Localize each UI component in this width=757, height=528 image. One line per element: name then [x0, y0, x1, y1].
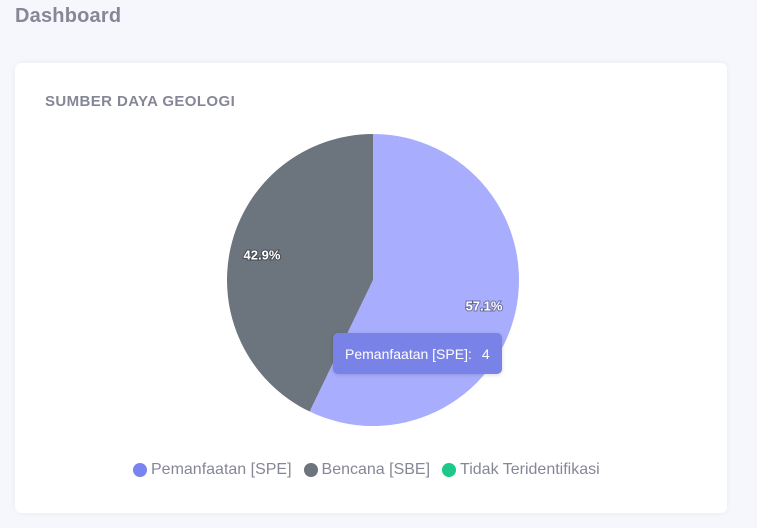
legend-item-unidentified[interactable]: Tidak Teridentifikasi — [442, 461, 600, 479]
legend-item-sbe[interactable]: Bencana [SBE] — [303, 461, 431, 479]
tooltip-value: 4 — [481, 345, 490, 362]
legend-dot-spe — [133, 463, 147, 477]
card-title: SUMBER DAYA GEOLOGI — [45, 93, 236, 110]
pie-label-spe: 57.1% — [466, 298, 503, 313]
chart-legend: Pemanfaatan [SPE] Bencana [SBE] Tidak Te… — [133, 461, 612, 479]
pie-label-sbe: 42.9% — [244, 248, 281, 263]
page-title: Dashboard — [15, 5, 122, 27]
legend-dot-unidentified — [442, 463, 457, 477]
tooltip-label: Pemanfaatan [SPE]: — [345, 345, 472, 362]
legend-label-spe: Pemanfaatan [SPE] — [151, 461, 292, 478]
legend-item-spe[interactable]: Pemanfaatan [SPE] — [133, 461, 292, 479]
legend-label-sbe: Bencana [SBE] — [321, 461, 431, 478]
legend-label-unidentified: Tidak Teridentifikasi — [460, 461, 600, 478]
chart-tooltip: Pemanfaatan [SPE]: 4 — [333, 333, 502, 374]
legend-dot-sbe — [303, 463, 318, 477]
